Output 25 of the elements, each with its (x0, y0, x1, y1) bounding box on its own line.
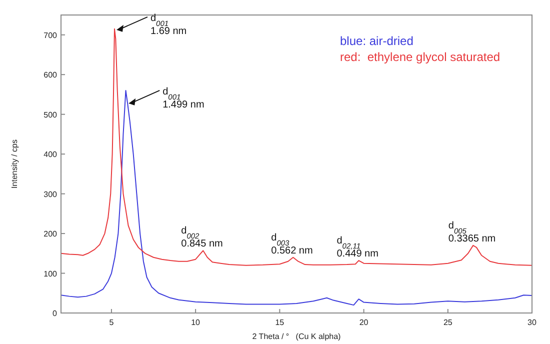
y-tick-label: 0 (52, 309, 58, 318)
x-tick-label: 10 (191, 318, 201, 327)
y-tick-label: 300 (44, 190, 58, 199)
annotation: d$_{005}$ 0.3365 nm (448, 220, 496, 244)
y-tick-label: 100 (44, 269, 58, 278)
y-tick-label: 700 (44, 30, 58, 40)
line-series (60, 28, 532, 266)
x-tick-label: 15 (275, 318, 285, 327)
y-tick-label: 500 (44, 110, 58, 120)
y-tick-label: 400 (44, 150, 58, 160)
y-tick-label: 600 (44, 70, 58, 80)
annotation: d$_{003}$ 0.562 nm (271, 232, 313, 256)
annotation: d$_{002}$ 0.845 nm (181, 226, 223, 250)
x-tick-label: 30 (528, 318, 537, 327)
x-tick-label: 20 (359, 318, 369, 327)
annotation: d$_{02,11}$ 0.449 nm (336, 236, 378, 260)
y-tick-label: 200 (44, 230, 58, 239)
x-tick-label: 25 (443, 318, 453, 327)
x-axis-title: 2 Theta / ° (Cu K alpha) (252, 332, 342, 341)
annotation: d$_{001}$ 1.69 nm (150, 12, 187, 37)
text: red: ethylene glycol saturated (340, 50, 500, 64)
y-axis-title: Intensity / cps (10, 140, 19, 188)
annotation: d$_{001}$ 1.499 nm (162, 86, 204, 110)
x-tick-label: 5 (109, 318, 114, 327)
text: blue: air-dried (340, 34, 414, 48)
